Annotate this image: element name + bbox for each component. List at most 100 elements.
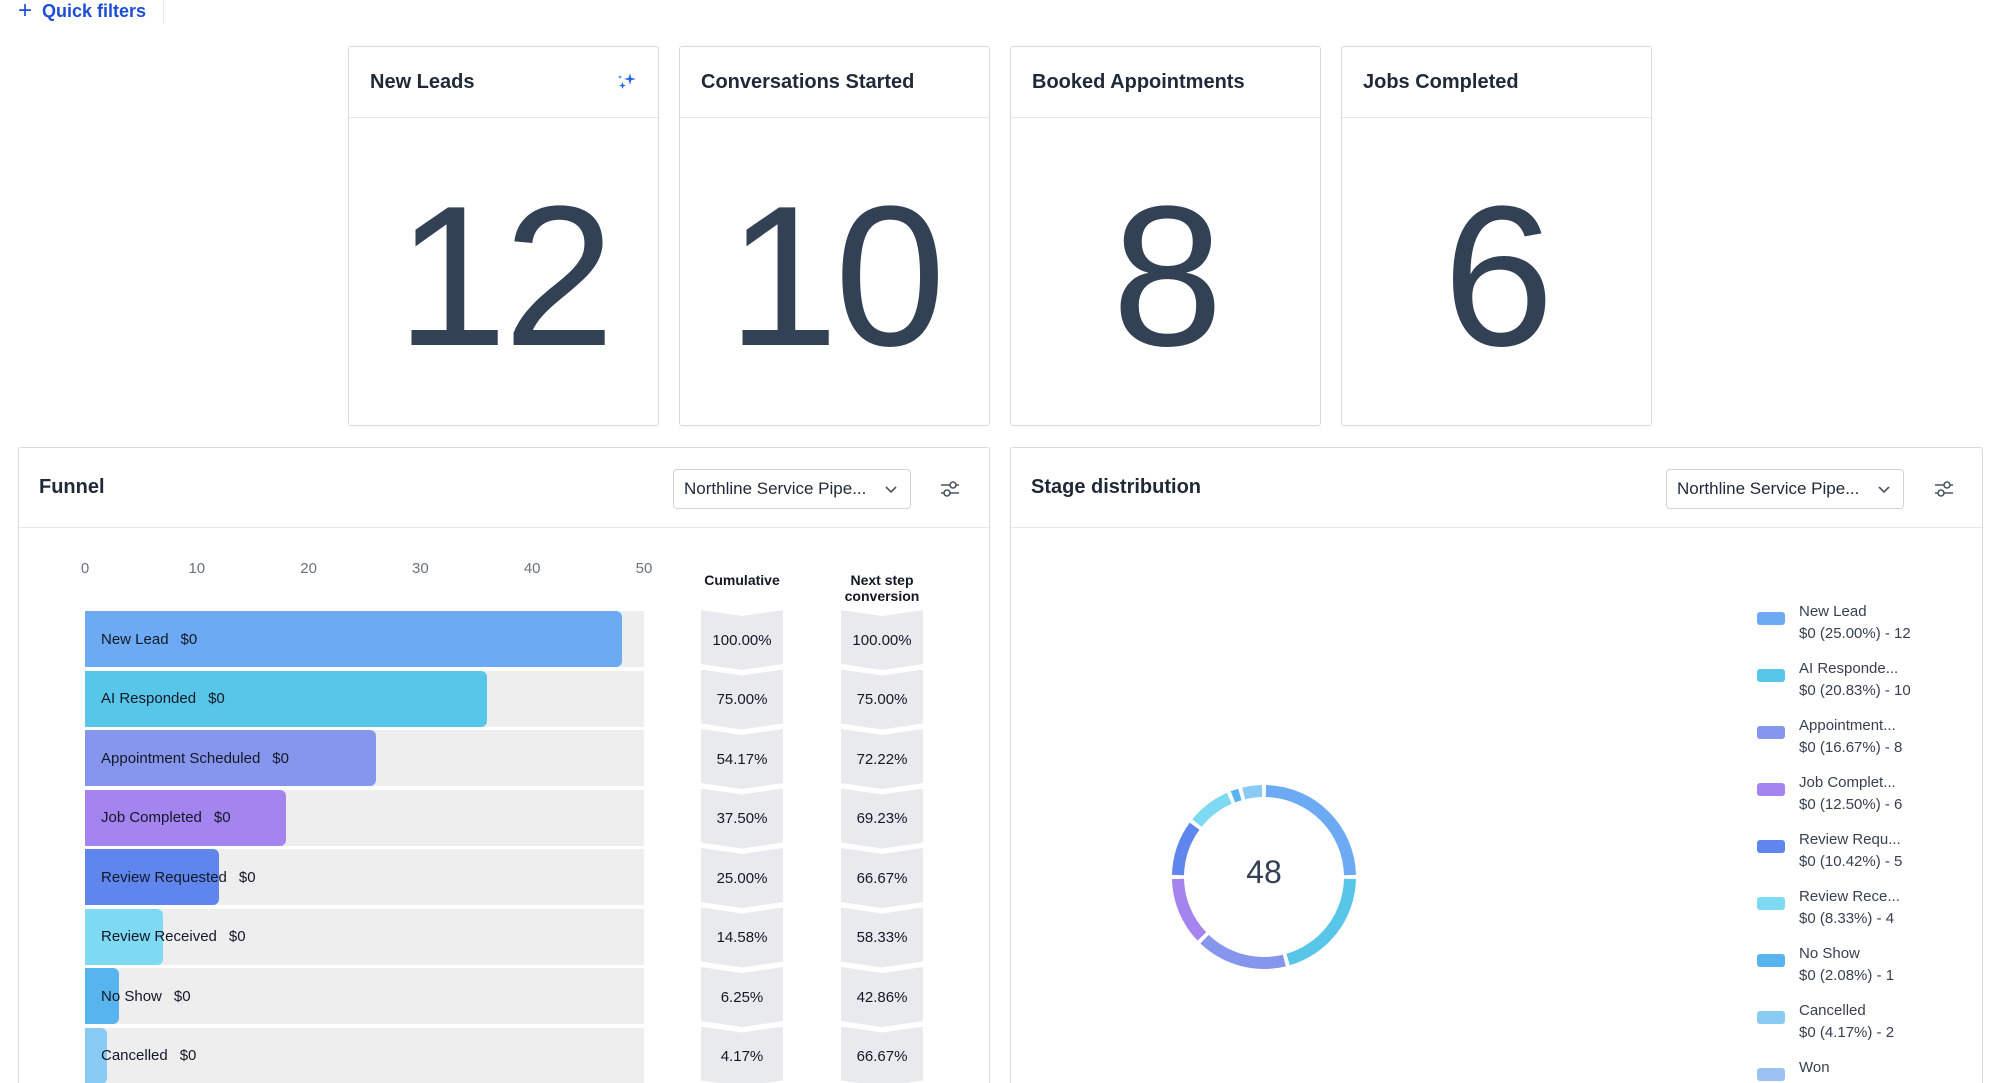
funnel-bar-label: Review Requested $0	[101, 849, 256, 905]
donut-slice[interactable]	[1286, 878, 1356, 966]
legend-swatch	[1757, 954, 1785, 967]
stat-card-booked-appointments: Booked Appointments 8	[1010, 46, 1321, 426]
funnel-pipeline-select[interactable]: Northline Service Pipe...	[673, 469, 911, 509]
quick-filters-label: Quick filters	[42, 0, 147, 21]
funnel-bar	[85, 670, 488, 727]
stat-card-conversations: Conversations Started 10	[679, 46, 990, 426]
toolbar-divider	[163, 0, 164, 24]
legend-text: New Lead $0 (25.00%) - 12	[1799, 601, 1911, 645]
legend-text: Cancelled $0 (4.17%) - 2	[1799, 1000, 1894, 1044]
next-step-cell: 66.67%	[841, 1026, 923, 1083]
axis-tick-label: 50	[635, 560, 653, 577]
bar-value-label: $0	[180, 630, 198, 648]
donut-chart	[1172, 785, 1356, 969]
bar-value-label: $0	[272, 749, 289, 767]
legend-swatch	[1757, 669, 1785, 682]
stat-title: Booked Appointments	[1032, 70, 1245, 93]
legend-detail: $0 (2.08%) - 1	[1799, 967, 1895, 984]
next-step-cell: 72.22%	[841, 729, 923, 789]
next-step-cell: 66.67%	[841, 848, 923, 908]
legend-swatch	[1757, 612, 1785, 625]
legend-item[interactable]: Job Complet... $0 (12.50%) - 6	[1757, 772, 1902, 816]
select-value: Northline Service Pipe...	[684, 479, 867, 498]
funnel-bar	[85, 730, 376, 786]
funnel-bar	[85, 789, 287, 846]
legend-text: Appointment... $0 (16.67%) - 8	[1799, 715, 1902, 759]
legend-item[interactable]: Won	[1757, 1057, 1830, 1081]
bar-track	[85, 908, 644, 965]
sparkle-icon[interactable]	[617, 72, 637, 92]
funnel-bar-label: AI Responded $0	[101, 671, 225, 727]
legend-item[interactable]: Appointment... $0 (16.67%) - 8	[1757, 715, 1902, 759]
sliders-icon[interactable]	[939, 478, 961, 500]
legend-item[interactable]: Review Rece... $0 (8.33%) - 4	[1757, 886, 1900, 930]
stat-title: New Leads	[370, 70, 475, 93]
legend-text: Review Requ... $0 (10.42%) - 5	[1799, 829, 1902, 873]
quick-filters-button[interactable]: + Quick filters	[18, 0, 147, 23]
next-step-cell: 58.33%	[841, 907, 923, 968]
legend-item[interactable]: New Lead $0 (25.00%) - 12	[1757, 601, 1911, 645]
legend-detail: $0 (16.67%) - 8	[1799, 739, 1903, 756]
axis-tick-label: 20	[300, 560, 317, 577]
funnel-bar-label: Review Received $0	[101, 909, 246, 965]
next-step-cell: 75.00%	[841, 669, 923, 730]
donut-slice[interactable]	[1200, 934, 1286, 969]
legend-detail: $0 (8.33%) - 4	[1799, 910, 1895, 927]
cumulative-cell: 4.17%	[701, 1026, 783, 1083]
donut-slice[interactable]	[1192, 792, 1232, 827]
legend-swatch	[1757, 840, 1785, 853]
next-step-cell: 42.86%	[841, 967, 923, 1027]
donut-slice[interactable]	[1172, 878, 1207, 941]
funnel-bar	[85, 1027, 108, 1083]
bar-category: New Lead	[101, 630, 169, 648]
bar-category: No Show	[101, 987, 162, 1005]
select-value: Northline Service Pipe...	[1677, 479, 1860, 498]
funnel-bar-label: New Lead $0	[101, 611, 197, 667]
donut-slice[interactable]	[1230, 788, 1242, 803]
axis-tick-label: 0	[80, 560, 90, 577]
donut-total: 48	[1246, 854, 1282, 890]
legend-swatch	[1757, 726, 1785, 739]
legend-detail: $0 (12.50%) - 6	[1799, 796, 1903, 813]
bar-category: AI Responded	[101, 690, 197, 707]
next-step-cell: 100.00%	[841, 610, 923, 670]
donut-slice[interactable]	[1242, 785, 1263, 800]
legend-name: AI Responde...	[1799, 660, 1899, 677]
cumulative-header: Cumulative	[704, 572, 780, 588]
stat-title: Jobs Completed	[1363, 70, 1519, 93]
legend-item[interactable]: Review Requ... $0 (10.42%) - 5	[1757, 829, 1902, 873]
axis-tick-label: 30	[412, 560, 429, 577]
legend-item[interactable]: Cancelled $0 (4.17%) - 2	[1757, 1000, 1894, 1044]
legend-detail: $0 (4.17%) - 2	[1799, 1024, 1895, 1041]
funnel-bar	[85, 908, 164, 965]
stat-card-jobs-completed: Jobs Completed 6	[1341, 46, 1652, 426]
legend-text: No Show $0 (2.08%) - 1	[1799, 943, 1894, 987]
legend-swatch	[1757, 1068, 1785, 1081]
legend-text: Review Rece... $0 (8.33%) - 4	[1799, 886, 1900, 930]
legend-item[interactable]: No Show $0 (2.08%) - 1	[1757, 943, 1894, 987]
funnel-bar-label: No Show $0	[101, 968, 191, 1024]
donut-slice[interactable]	[1172, 822, 1200, 876]
sliders-icon[interactable]	[1933, 478, 1955, 500]
legend-item[interactable]: AI Responde... $0 (20.83%) - 10	[1757, 658, 1911, 702]
donut-slice[interactable]	[1265, 785, 1356, 876]
bar-value-label: $0	[173, 987, 191, 1005]
stat-title: Conversations Started	[701, 70, 915, 93]
bar-value-label: $0	[208, 690, 225, 707]
funnel-title: Funnel	[39, 476, 105, 498]
funnel-bar	[85, 968, 119, 1024]
legend-swatch	[1757, 1011, 1785, 1024]
chevron-down-icon	[885, 486, 897, 494]
stage-pipeline-select[interactable]: Northline Service Pipe...	[1666, 469, 1904, 509]
legend-name: Cancelled	[1799, 1002, 1866, 1019]
funnel-bar	[85, 849, 220, 905]
legend-detail: $0 (10.42%) - 5	[1799, 853, 1903, 870]
funnel-bar	[85, 611, 622, 667]
legend-swatch	[1757, 897, 1785, 910]
axis-tick-label: 40	[523, 560, 541, 577]
bar-category: Job Completed	[101, 809, 202, 826]
bar-value-label: $0	[228, 928, 246, 945]
cumulative-cell: 14.58%	[701, 907, 783, 968]
stage-distribution-title: Stage distribution	[1031, 476, 1201, 498]
legend-swatch	[1757, 783, 1785, 796]
